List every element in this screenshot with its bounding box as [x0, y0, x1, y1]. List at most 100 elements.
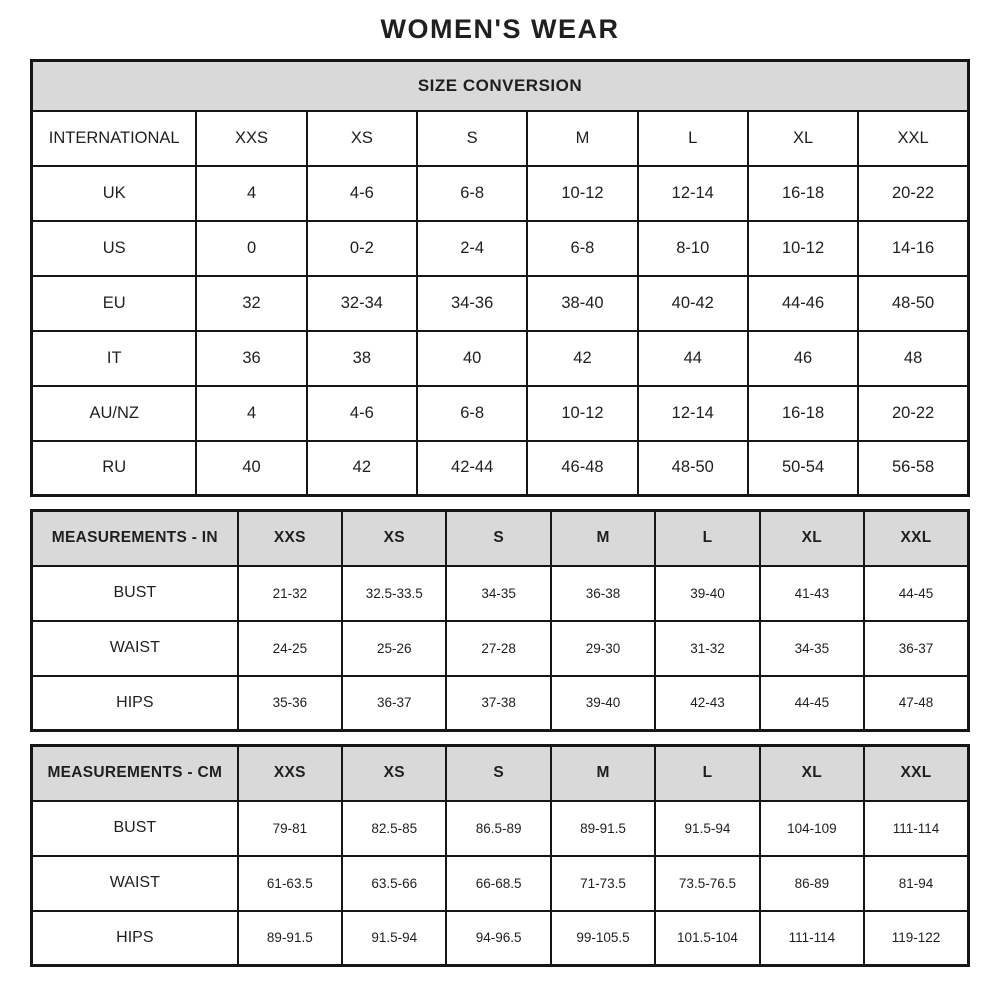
value-cell: 104-109 [758, 799, 866, 857]
value-cell: 39-40 [549, 674, 657, 732]
row-label: UK [30, 164, 198, 222]
value-cell: 32-34 [305, 274, 419, 332]
table-row: RU 40 42 42-44 46-48 48-50 50-54 56-58 [30, 439, 970, 497]
value-cell: 8-10 [636, 219, 749, 277]
size-chart-page: WOMEN'S WEAR SIZE CONVERSION INTERNATIONA… [30, 14, 970, 967]
value-cell: 101.5-104 [654, 909, 761, 967]
size-col-header: XXL [863, 509, 970, 567]
value-cell: 38 [305, 329, 419, 387]
column-header-row: MEASUREMENTS - IN XXS XS S M L XL XXL [30, 509, 970, 567]
table-row: HIPS 35-36 36-37 37-38 39-40 42-43 44-45 47-48 [30, 674, 970, 732]
value-cell: 73.5-76.5 [654, 854, 761, 912]
value-cell: 42-43 [654, 674, 761, 732]
value-cell: 36-37 [863, 619, 970, 677]
value-cell: 94-96.5 [445, 909, 552, 967]
row-label: US [30, 219, 198, 277]
value-cell: 40 [195, 439, 308, 497]
table-row: IT 36 38 40 42 44 46 48 [30, 329, 970, 387]
row-label: EU [30, 274, 198, 332]
size-col-header: XL [746, 109, 860, 167]
value-cell: 36-37 [341, 674, 448, 732]
value-cell: 44 [636, 329, 749, 387]
value-cell: 71-73.5 [549, 854, 657, 912]
value-cell: 44-46 [746, 274, 860, 332]
size-col-header: XXS [195, 109, 308, 167]
value-cell: 56-58 [857, 439, 970, 497]
value-cell: 48 [857, 329, 970, 387]
value-cell: 2-4 [415, 219, 529, 277]
value-cell: 40-42 [636, 274, 749, 332]
value-cell: 63.5-66 [341, 854, 448, 912]
row-label: HIPS [30, 674, 239, 732]
value-cell: 99-105.5 [549, 909, 657, 967]
value-cell: 81-94 [863, 854, 970, 912]
value-cell: 37-38 [445, 674, 552, 732]
value-cell: 14-16 [857, 219, 970, 277]
table-row: WAIST 61-63.5 63.5-66 66-68.5 71-73.5 73.5-76… [30, 854, 970, 912]
measurements-in-table: MEASUREMENTS - IN XXS XS S M L XL XXL BUST 21-32 3… [30, 509, 970, 732]
table-title-row: SIZE CONVERSION [30, 59, 970, 112]
size-col-header: XXS [236, 744, 344, 802]
value-cell: 50-54 [746, 439, 860, 497]
value-cell: 36 [195, 329, 308, 387]
value-cell: 16-18 [746, 384, 860, 442]
value-cell: 0 [195, 219, 308, 277]
size-col-header: L [636, 109, 749, 167]
size-conversion-table: SIZE CONVERSION INTERNATIONAL XXS XS S M L XL XX… [30, 59, 970, 497]
table-row: BUST 21-32 32.5-33.5 34-35 36-38 39-40 41-43 44… [30, 564, 970, 622]
value-cell: 47-48 [863, 674, 970, 732]
value-cell: 29-30 [549, 619, 657, 677]
measurements-in-header-label: MEASUREMENTS - IN [30, 509, 239, 567]
value-cell: 6-8 [415, 384, 529, 442]
value-cell: 119-122 [863, 909, 970, 967]
value-cell: 24-25 [236, 619, 344, 677]
table-row: BUST 79-81 82.5-85 86.5-89 89-91.5 91.5-94 104… [30, 799, 970, 857]
row-label: BUST [30, 799, 239, 857]
table-row: WAIST 24-25 25-26 27-28 29-30 31-32 34-35 36-37 [30, 619, 970, 677]
value-cell: 42 [305, 439, 419, 497]
row-label: AU/NZ [30, 384, 198, 442]
value-cell: 10-12 [526, 384, 639, 442]
size-col-header: M [526, 109, 639, 167]
size-col-header: XXL [857, 109, 970, 167]
size-col-header: XS [305, 109, 419, 167]
value-cell: 6-8 [526, 219, 639, 277]
measurements-cm-header-label: MEASUREMENTS - CM [30, 744, 239, 802]
value-cell: 34-36 [415, 274, 529, 332]
size-col-header: M [549, 744, 657, 802]
value-cell: 20-22 [857, 164, 970, 222]
value-cell: 89-91.5 [549, 799, 657, 857]
value-cell: 35-36 [236, 674, 344, 732]
value-cell: 66-68.5 [445, 854, 552, 912]
value-cell: 27-28 [445, 619, 552, 677]
value-cell: 89-91.5 [236, 909, 344, 967]
table-row: EU 32 32-34 34-36 38-40 40-42 44-46 48-50 [30, 274, 970, 332]
value-cell: 44-45 [863, 564, 970, 622]
value-cell: 111-114 [758, 909, 866, 967]
table-row: HIPS 89-91.5 91.5-94 94-96.5 99-105.5 101.5-1… [30, 909, 970, 967]
value-cell: 31-32 [654, 619, 761, 677]
row-label: RU [30, 439, 198, 497]
value-cell: 4-6 [305, 384, 419, 442]
value-cell: 21-32 [236, 564, 344, 622]
value-cell: 46 [746, 329, 860, 387]
column-header-row: MEASUREMENTS - CM XXS XS S M L XL XXL [30, 744, 970, 802]
value-cell: 4 [195, 384, 308, 442]
value-cell: 40 [415, 329, 529, 387]
value-cell: 34-35 [758, 619, 866, 677]
row-label: WAIST [30, 854, 239, 912]
row-label: IT [30, 329, 198, 387]
value-cell: 6-8 [415, 164, 529, 222]
value-cell: 10-12 [746, 219, 860, 277]
size-col-header: S [445, 509, 552, 567]
value-cell: 36-38 [549, 564, 657, 622]
measurements-cm-table: MEASUREMENTS - CM XXS XS S M L XL XXL BUST 79-81 8… [30, 744, 970, 967]
table-row: AU/NZ 4 4-6 6-8 10-12 12-14 16-18 20-22 [30, 384, 970, 442]
size-col-header: XL [758, 744, 866, 802]
value-cell: 91.5-94 [341, 909, 448, 967]
size-col-header: XS [341, 509, 448, 567]
size-col-header: S [415, 109, 529, 167]
size-col-header: S [445, 744, 552, 802]
value-cell: 38-40 [526, 274, 639, 332]
size-col-header: L [654, 744, 761, 802]
